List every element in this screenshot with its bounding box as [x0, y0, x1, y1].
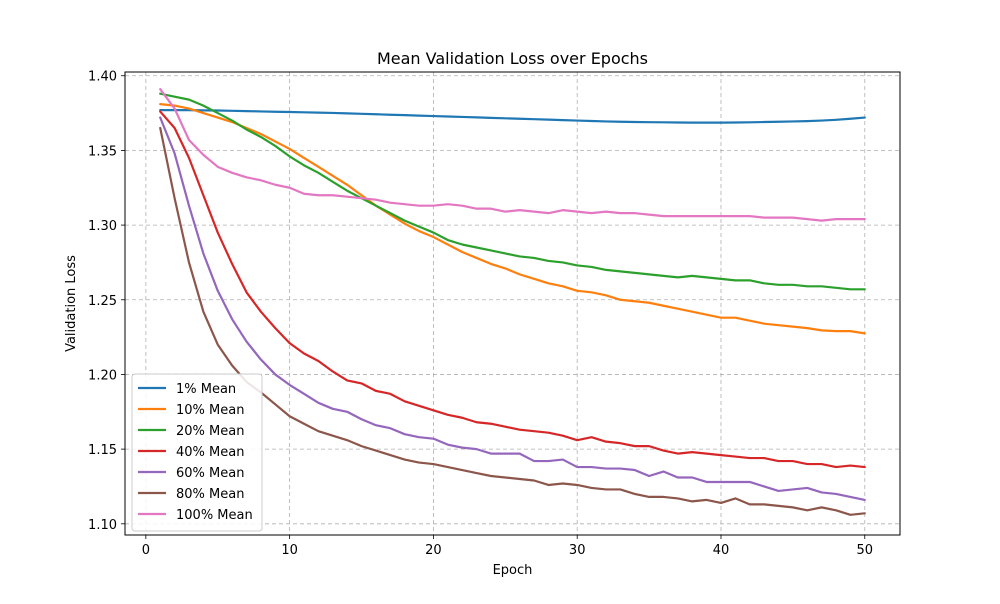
y-tick-label: 1.40 — [88, 70, 117, 85]
y-tick-label: 1.25 — [88, 294, 117, 309]
y-axis-label: Validation Loss — [64, 255, 79, 352]
legend-label: 80% Mean — [176, 487, 244, 502]
axis-ticks: 0 10 20 30 40 50 1.10 1.15 1.20 1.25 1.30 1.35 1.40 — [88, 70, 873, 558]
y-tick-label: 1.30 — [88, 219, 117, 234]
series-line-1pct-mean — [159, 108, 866, 124]
x-axis-label: Epoch — [493, 563, 533, 578]
y-tick-label: 1.35 — [88, 144, 117, 159]
series-line-80pct-mean — [159, 126, 866, 516]
series-line-10pct-mean — [159, 103, 866, 335]
legend-label: 100% Mean — [176, 508, 253, 523]
plot-frame — [124, 71, 901, 536]
x-tick-label: 50 — [856, 543, 873, 558]
legend-box — [131, 373, 263, 532]
series-lines — [159, 88, 866, 516]
x-tick-label: 30 — [569, 543, 586, 558]
chart-title: Mean Validation Loss over Epochs — [377, 49, 648, 68]
x-tick-label: 20 — [425, 543, 442, 558]
series-line-60pct-mean — [159, 116, 866, 501]
series-line-100pct-mean — [159, 88, 866, 222]
y-tick-label: 1.20 — [88, 368, 117, 383]
x-tick-label: 10 — [281, 543, 298, 558]
legend-label: 1% Mean — [176, 382, 236, 397]
x-tick-label: 40 — [713, 543, 730, 558]
legend: 1% Mean 10% Mean 20% Mean 40% Mean 60% Mean 8… — [131, 373, 263, 532]
legend-label: 20% Mean — [176, 424, 244, 439]
legend-label: 60% Mean — [176, 466, 244, 481]
y-tick-label: 1.10 — [88, 518, 117, 533]
legend-label: 40% Mean — [176, 445, 244, 460]
y-tick-label: 1.15 — [88, 443, 117, 458]
legend-label: 10% Mean — [176, 403, 244, 418]
series-line-40pct-mean — [159, 110, 866, 469]
x-tick-label: 0 — [142, 543, 150, 558]
series-line-20pct-mean — [159, 92, 866, 291]
